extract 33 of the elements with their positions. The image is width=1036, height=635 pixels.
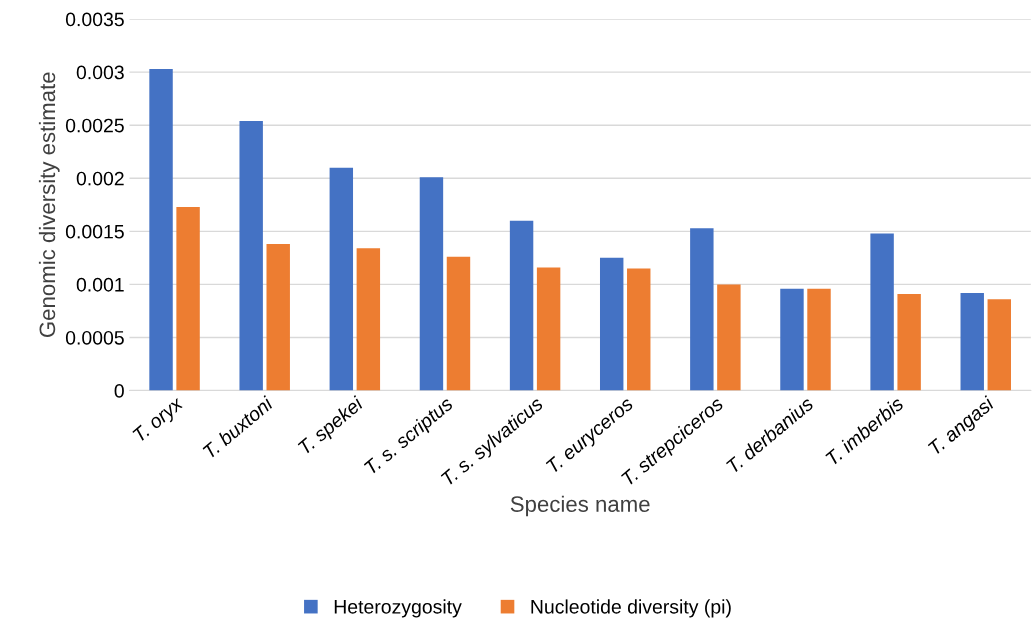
- y-axis-title: Genomic diversity estimate: [38, 72, 60, 338]
- x-tick-label: T. oryx: [132, 395, 187, 446]
- bar: [599, 257, 624, 391]
- y-tick-label: 0: [114, 383, 124, 398]
- bar: [987, 299, 1011, 391]
- bar: [239, 120, 263, 391]
- legend-label: Nucleotide diversity (pi): [531, 599, 731, 618]
- bar: [807, 288, 831, 391]
- bar: [176, 206, 200, 391]
- bar: [960, 292, 984, 391]
- x-axis-title: Species name: [510, 495, 650, 517]
- bar: [329, 167, 354, 391]
- y-tick-label: 0.002: [76, 171, 124, 186]
- bar: [356, 248, 381, 391]
- y-tick-label: 0.003: [76, 65, 124, 80]
- legend-label: Heterozygosity: [334, 599, 462, 618]
- bar: [419, 177, 444, 391]
- bar: [266, 244, 290, 391]
- bar: [149, 68, 173, 391]
- y-tick-label: 0.0005: [65, 330, 124, 345]
- y-tick-label: 0.001: [76, 277, 124, 292]
- bar: [870, 233, 894, 391]
- bar: [897, 293, 921, 391]
- bar: [446, 256, 471, 391]
- bar: [536, 267, 561, 391]
- bar: [509, 220, 534, 391]
- bar: [627, 268, 651, 391]
- bar: [690, 228, 714, 391]
- y-tick-label: 0.0015: [65, 224, 124, 239]
- y-tick-label: 0.0035: [65, 12, 124, 27]
- bar: [780, 288, 804, 391]
- y-tick-label: 0.0025: [65, 118, 124, 133]
- bar: [717, 284, 741, 391]
